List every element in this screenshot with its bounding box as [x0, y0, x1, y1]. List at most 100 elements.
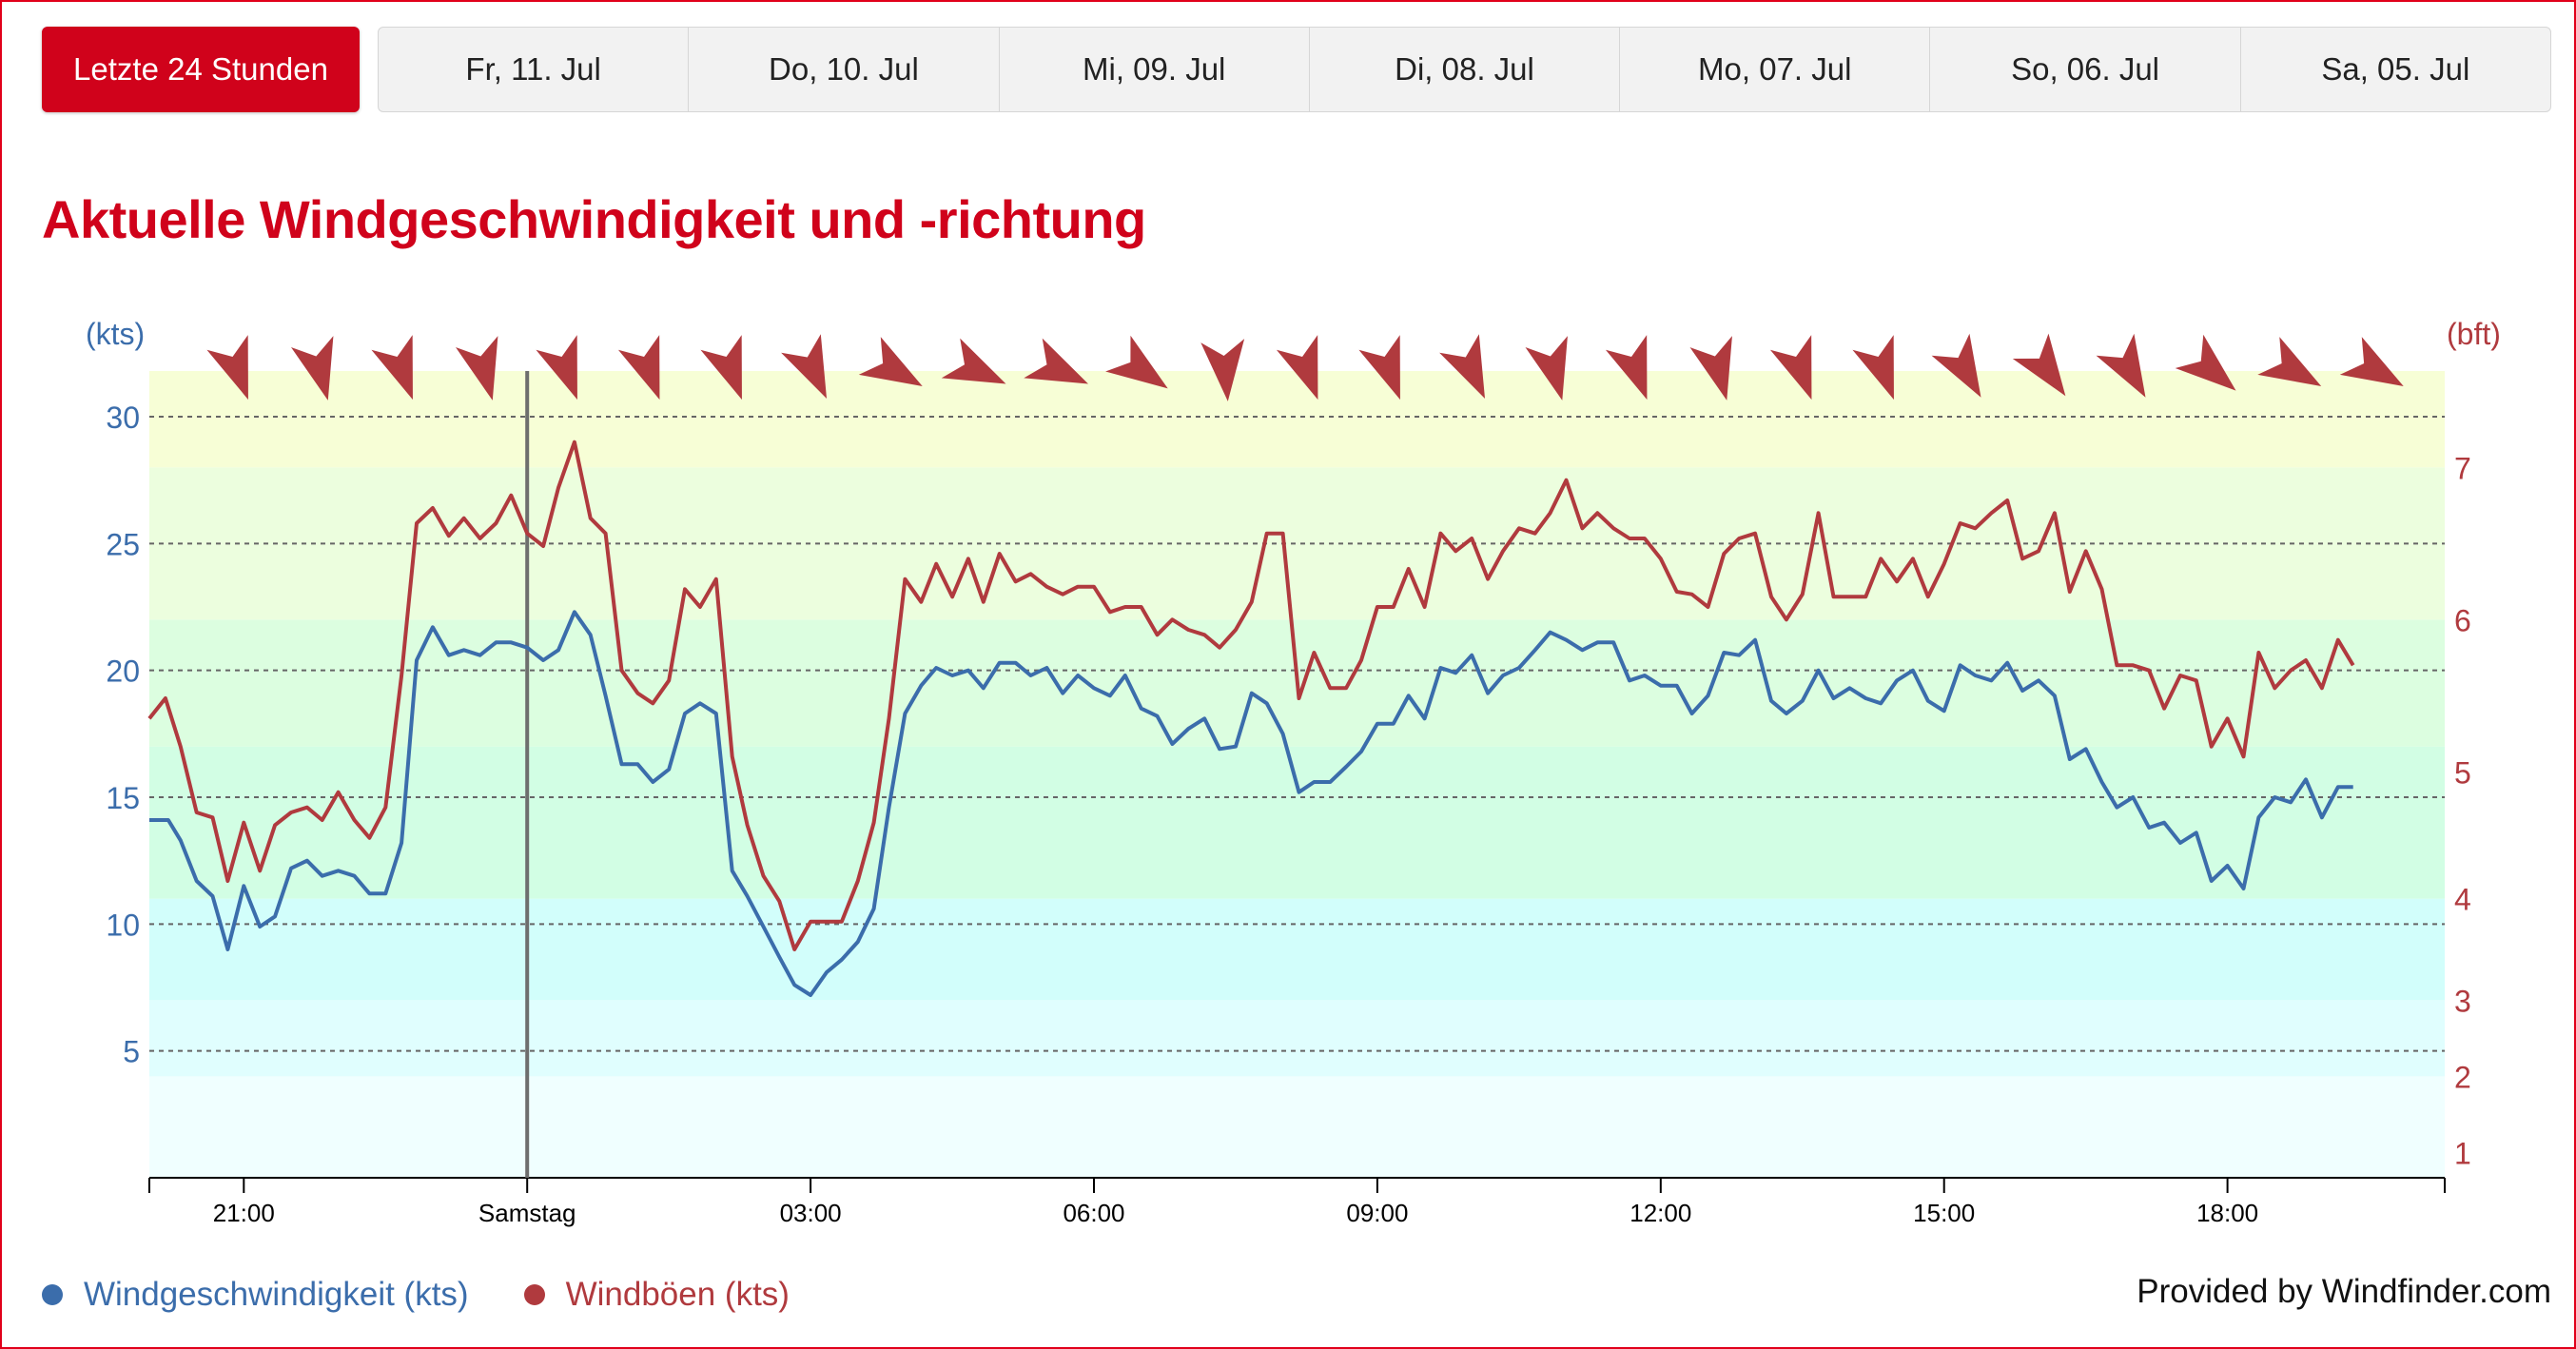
wind-direction-arrow	[2257, 337, 2322, 386]
wind-direction-arrow	[2012, 333, 2066, 397]
arrow-shape	[2012, 333, 2066, 397]
arrow-shape	[2257, 337, 2322, 386]
arrow-shape	[2175, 334, 2236, 391]
arrow-shape	[2339, 337, 2404, 386]
wind-direction-arrow	[617, 335, 660, 401]
wind-direction-arrow	[1276, 335, 1318, 401]
tab-day[interactable]: Di, 08. Jul	[1310, 28, 1621, 111]
tab-day[interactable]: So, 06. Jul	[1930, 28, 2241, 111]
wind-direction-arrow	[700, 335, 742, 401]
arrow-shape	[1200, 339, 1245, 401]
wind-gust-line	[147, 440, 2355, 951]
arrow-shape	[1024, 338, 1089, 384]
bft-band	[149, 746, 2445, 899]
wind-direction-arrow	[858, 337, 923, 386]
tab-day[interactable]: Sa, 05. Jul	[2321, 51, 2470, 87]
legend-gust-label: Windböen (kts)	[565, 1276, 790, 1313]
arrow-shape	[1852, 335, 1894, 401]
tab-day[interactable]: Fr, 11. Jul	[379, 28, 690, 111]
bft-tick-label: 3	[2454, 984, 2471, 1018]
wind-direction-arrow	[1525, 336, 1568, 401]
x-tick-label: Samstag	[478, 1199, 576, 1227]
y-tick-label: 30	[106, 401, 140, 435]
x-tick-label: 03:00	[780, 1199, 842, 1227]
bft-tick-label: 5	[2454, 755, 2471, 790]
arrow-shape	[1276, 335, 1318, 401]
arrow-shape	[700, 335, 742, 401]
wind-direction-arrow	[781, 334, 828, 400]
bft-tick-label: 4	[2454, 883, 2471, 917]
wind-direction-arrow	[371, 335, 413, 401]
wind-direction-arrow	[456, 336, 498, 401]
x-tick-label: 15:00	[1913, 1199, 1975, 1227]
legend-item-gust[interactable]: Windböen (kts)	[523, 1276, 790, 1314]
x-tick-label: 18:00	[2196, 1199, 2258, 1227]
y-tick-label: 5	[123, 1035, 140, 1069]
arrow-shape	[456, 336, 498, 401]
y-tick-label: 10	[106, 908, 140, 942]
arrow-shape	[617, 335, 660, 401]
arrow-shape	[858, 337, 923, 386]
chart-legend: Windgeschwindigkeit (kts) Windböen (kts)	[42, 1271, 845, 1319]
bft-tick-label: 2	[2454, 1060, 2471, 1094]
arrow-shape	[291, 336, 334, 401]
arrow-shape	[1605, 335, 1648, 401]
x-tick-label: 12:00	[1630, 1199, 1691, 1227]
arrow-shape	[371, 335, 413, 401]
arrow-shape	[1689, 336, 1732, 401]
day-tabs: Letzte 24 Stunden Fr, 11. Jul Do, 10. Ju…	[42, 27, 2551, 112]
arrow-shape	[1439, 334, 1486, 400]
arrow-shape	[536, 335, 577, 401]
wind-direction-arrow	[536, 335, 577, 401]
wind-speed-line	[149, 610, 2353, 997]
legend-speed-dot	[42, 1284, 63, 1305]
arrow-shape	[1525, 336, 1568, 401]
legend-item-speed[interactable]: Windgeschwindigkeit (kts)	[42, 1276, 469, 1314]
wind-direction-arrow	[206, 335, 248, 401]
bft-band	[149, 1076, 2445, 1178]
wind-direction-arrow	[1852, 335, 1894, 401]
tab-day[interactable]: Do, 10. Jul	[689, 28, 1000, 111]
x-tick-label: 21:00	[213, 1199, 275, 1227]
provider-credit[interactable]: Provided by Windfinder.com	[2137, 1273, 2551, 1310]
bft-tick-label: 1	[2454, 1136, 2471, 1170]
bft-tick-label: 6	[2454, 603, 2471, 637]
day-tab-group: Fr, 11. Jul Do, 10. Jul Mi, 09. Jul Di, …	[378, 27, 2551, 112]
wind-direction-arrow	[1439, 334, 1486, 400]
wind-direction-arrow	[1605, 335, 1648, 401]
x-tick-label: 09:00	[1346, 1199, 1408, 1227]
wind-direction-arrow	[291, 336, 334, 401]
y-tick-label: 15	[106, 781, 140, 815]
bft-band	[149, 1000, 2445, 1077]
arrow-shape	[206, 335, 248, 401]
wind-direction-arrow	[2339, 337, 2404, 386]
wind-direction-arrow	[1689, 336, 1732, 401]
y-axis-unit-left: (kts)	[86, 317, 145, 351]
bft-tick-label: 7	[2454, 451, 2471, 485]
arrow-shape	[1769, 335, 1812, 401]
arrow-shape	[1358, 335, 1400, 401]
tab-day[interactable]: Mo, 07. Jul	[1620, 28, 1931, 111]
arrow-shape	[781, 334, 828, 400]
wind-direction-arrow	[1200, 339, 1245, 401]
wind-direction-arrow	[1931, 333, 1981, 398]
wind-direction-arrow	[2096, 333, 2146, 398]
wind-direction-arrow	[941, 338, 1006, 384]
chart-title: Aktuelle Windgeschwindigkeit und -richtu…	[42, 189, 1146, 249]
arrow-shape	[941, 338, 1006, 384]
bft-band	[149, 898, 2445, 1001]
y-tick-label: 20	[106, 655, 140, 689]
legend-gust-dot	[523, 1284, 545, 1305]
arrow-shape	[2096, 333, 2146, 398]
arrow-shape	[1931, 333, 1981, 398]
wind-direction-arrow	[1769, 335, 1812, 401]
tab-day[interactable]: Mi, 09. Jul	[1000, 28, 1310, 111]
wind-direction-arrow	[1105, 335, 1168, 389]
tab-last-24-hours[interactable]: Letzte 24 Stunden	[42, 27, 360, 112]
y-axis-unit-right: (bft)	[2447, 317, 2501, 351]
wind-direction-arrow	[2175, 334, 2236, 391]
wind-direction-arrow	[1024, 338, 1089, 384]
x-tick-label: 06:00	[1063, 1199, 1124, 1227]
